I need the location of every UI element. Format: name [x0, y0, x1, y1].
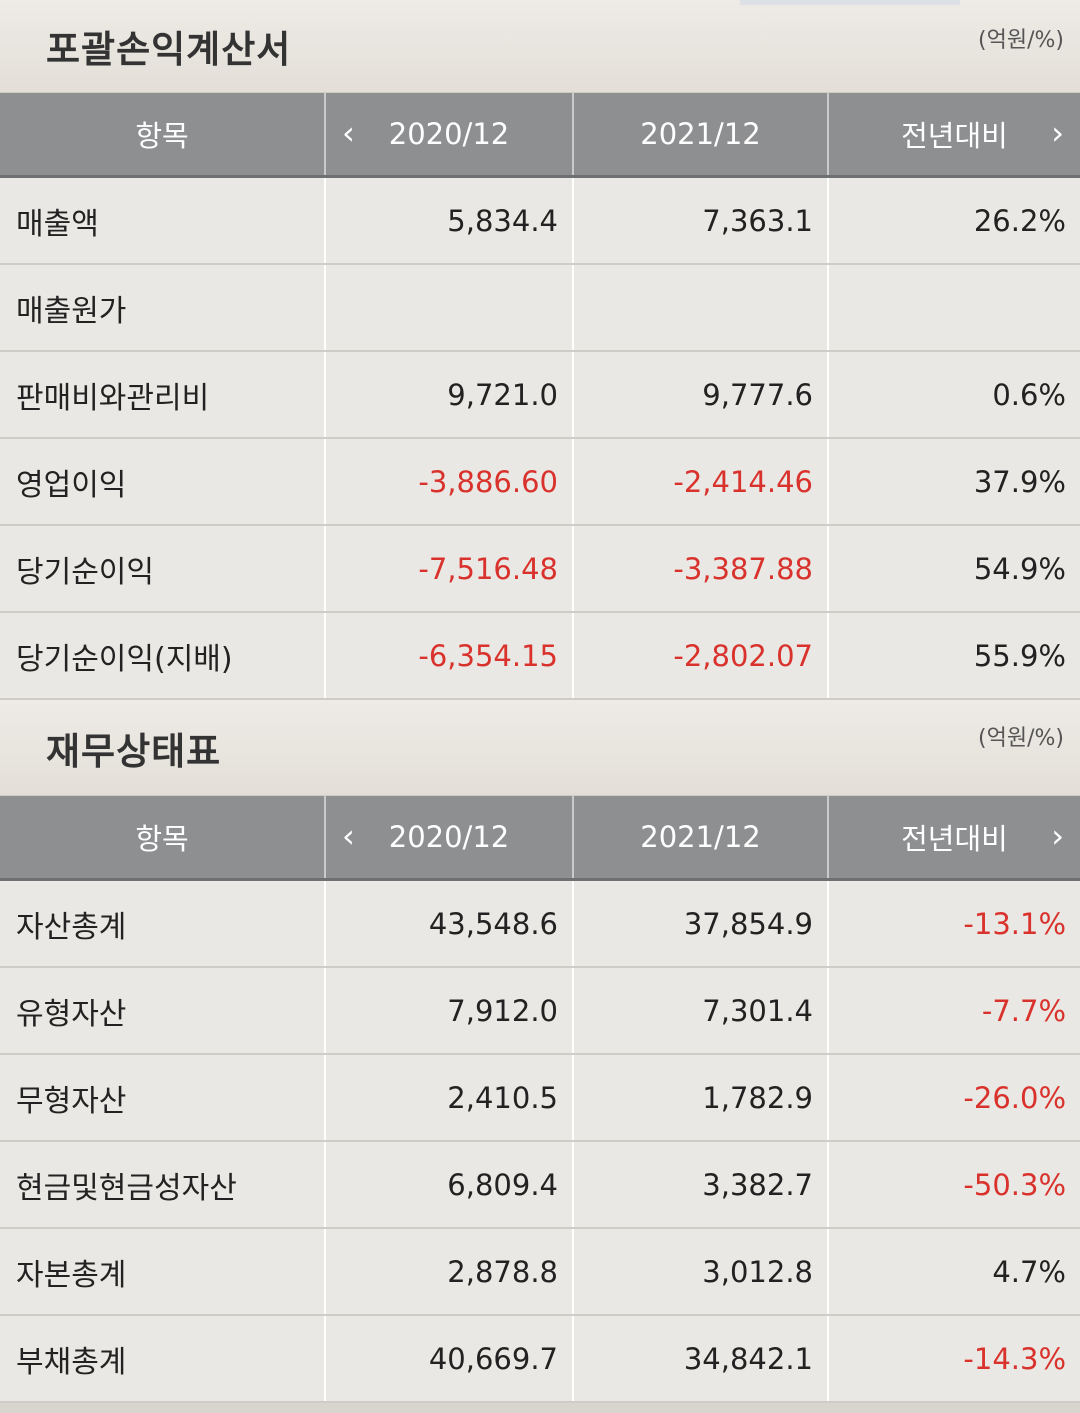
value-2020 [324, 264, 573, 352]
balance-unit-label: (억원/%) [978, 726, 1064, 751]
balance-sheet-header: 재무상태표 (억원/%) [0, 700, 1080, 796]
value-2020: 2,410.5 [324, 1054, 573, 1142]
value-change [827, 264, 1080, 352]
column-header-change: 전년대비 › [827, 93, 1080, 178]
table-row: 자본총계 2,878.8 3,012.8 4.7% [0, 1228, 1080, 1316]
column-header-item: 항목 [0, 93, 325, 178]
column-header-change-label: 전년대비 [901, 822, 1008, 856]
value-2020: -3,886.60 [324, 438, 573, 526]
row-label: 유형자산 [0, 967, 325, 1055]
value-2021: -3,387.88 [572, 525, 828, 613]
value-2021: 7,301.4 [572, 967, 828, 1055]
row-label: 매출원가 [0, 264, 325, 352]
table-row: 자산총계 43,548.6 37,854.9 -13.1% [0, 879, 1080, 968]
column-header-item-label: 항목 [135, 119, 189, 153]
table-row: 영업이익 -3,886.60 -2,414.46 37.9% [0, 438, 1080, 526]
row-label: 매출액 [0, 176, 325, 265]
value-2021: 3,012.8 [572, 1228, 828, 1316]
column-header-year2-label: 2021/12 [640, 117, 761, 151]
value-change: -14.3% [827, 1315, 1080, 1403]
table-row: 유형자산 7,912.0 7,301.4 -7.7% [0, 967, 1080, 1055]
row-label: 영업이익 [0, 438, 325, 526]
table-row: 당기순이익(지배) -6,354.15 -2,802.07 55.9% [0, 612, 1080, 700]
column-header-year2: 2021/12 [572, 93, 828, 178]
column-header-item-label: 항목 [135, 822, 189, 856]
column-header-year1-label: 2020/12 [388, 117, 510, 151]
chevron-right-icon[interactable]: › [1051, 817, 1064, 856]
row-label: 판매비와관리비 [0, 351, 325, 439]
value-2021: 9,777.6 [572, 351, 828, 439]
value-2020: 5,834.4 [324, 176, 573, 265]
table-row: 매출원가 [0, 264, 1080, 352]
value-change: 54.9% [827, 525, 1080, 613]
value-change: -50.3% [827, 1141, 1080, 1229]
value-2021: 3,382.7 [572, 1141, 828, 1229]
table-row: 부채총계 40,669.7 34,842.1 -14.3% [0, 1315, 1080, 1403]
value-change: 26.2% [827, 176, 1080, 265]
value-2020: 6,809.4 [324, 1141, 573, 1229]
value-2020: 2,878.8 [324, 1228, 573, 1316]
value-change: 0.6% [827, 351, 1080, 439]
value-2021 [572, 264, 828, 352]
value-2020: 43,548.6 [324, 879, 573, 968]
balance-header-row: 항목 ‹ 2020/12 2021/12 전년대비 › [0, 796, 1080, 881]
value-change: -13.1% [827, 879, 1080, 968]
column-header-year2: 2021/12 [572, 796, 828, 881]
value-change: 55.9% [827, 612, 1080, 700]
row-label: 부채총계 [0, 1315, 325, 1403]
chevron-left-icon[interactable]: ‹ [342, 817, 355, 856]
income-statement-table: 항목 ‹ 2020/12 2021/12 전년대비 › 매출액 5,834.4 … [0, 93, 1080, 700]
value-2020: 9,721.0 [324, 351, 573, 439]
balance-sheet-title: 재무상태표 [46, 729, 222, 773]
value-2021: 1,782.9 [572, 1054, 828, 1142]
row-label: 현금및현금성자산 [0, 1141, 325, 1229]
value-2021: 34,842.1 [572, 1315, 828, 1403]
value-2020: -7,516.48 [324, 525, 573, 613]
value-change: 37.9% [827, 438, 1080, 526]
income-statement-title: 포괄손익계산서 [46, 28, 292, 71]
row-label: 당기순이익(지배) [0, 612, 325, 700]
value-change: -26.0% [827, 1054, 1080, 1142]
table-row: 판매비와관리비 9,721.0 9,777.6 0.6% [0, 351, 1080, 439]
row-label: 자산총계 [0, 879, 325, 968]
column-header-year1-label: 2020/12 [388, 820, 510, 854]
value-change: 4.7% [827, 1228, 1080, 1316]
column-header-year1: ‹ 2020/12 [324, 93, 573, 178]
income-statement-header: 포괄손익계산서 (억원/%) [0, 0, 1080, 93]
chevron-right-icon[interactable]: › [1051, 114, 1064, 153]
row-label: 무형자산 [0, 1054, 325, 1142]
column-header-year2-label: 2021/12 [640, 820, 761, 854]
value-2021: -2,414.46 [572, 438, 828, 526]
row-label: 자본총계 [0, 1228, 325, 1316]
value-2020: 40,669.7 [324, 1315, 573, 1403]
balance-sheet-table: 항목 ‹ 2020/12 2021/12 전년대비 › 자산총계 43,548.… [0, 796, 1080, 1403]
top-edge-shadow [740, 0, 960, 5]
income-unit-label: (억원/%) [978, 28, 1064, 53]
table-row: 매출액 5,834.4 7,363.1 26.2% [0, 176, 1080, 265]
bottom-divider [0, 1403, 1080, 1413]
column-header-year1: ‹ 2020/12 [324, 796, 573, 881]
value-2021: 37,854.9 [572, 879, 828, 968]
row-label: 당기순이익 [0, 525, 325, 613]
column-header-change: 전년대비 › [827, 796, 1080, 881]
value-2021: -2,802.07 [572, 612, 828, 700]
income-header-row: 항목 ‹ 2020/12 2021/12 전년대비 › [0, 93, 1080, 178]
chevron-left-icon[interactable]: ‹ [342, 114, 355, 153]
value-2021: 7,363.1 [572, 176, 828, 265]
table-row: 무형자산 2,410.5 1,782.9 -26.0% [0, 1054, 1080, 1142]
value-2020: -6,354.15 [324, 612, 573, 700]
value-change: -7.7% [827, 967, 1080, 1055]
value-2020: 7,912.0 [324, 967, 573, 1055]
column-header-item: 항목 [0, 796, 325, 881]
table-row: 현금및현금성자산 6,809.4 3,382.7 -50.3% [0, 1141, 1080, 1229]
table-row: 당기순이익 -7,516.48 -3,387.88 54.9% [0, 525, 1080, 613]
column-header-change-label: 전년대비 [901, 119, 1008, 153]
